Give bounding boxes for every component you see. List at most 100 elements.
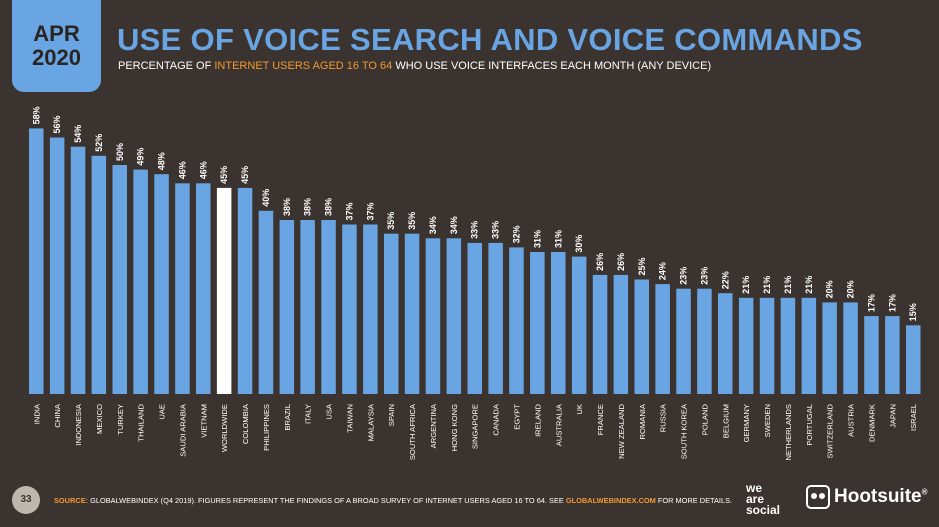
bar-philippines bbox=[258, 210, 274, 394]
bar-thailand bbox=[133, 169, 148, 394]
category-label: EGYPT bbox=[513, 404, 522, 430]
bar-poland bbox=[697, 288, 712, 394]
bar-brazil bbox=[279, 220, 295, 394]
bar-south-korea bbox=[676, 288, 691, 394]
value-label: 35% bbox=[386, 212, 396, 230]
bar-usa bbox=[321, 220, 336, 394]
value-label: 38% bbox=[282, 198, 292, 216]
bar-chart: 58% INDIA 56% CHINA 54% INDONESIA 52% MEXICO 50%… bbox=[29, 106, 921, 461]
source-end: FOR MORE DETAILS. bbox=[655, 496, 733, 505]
value-label: 37% bbox=[365, 202, 375, 220]
bar-russia bbox=[655, 284, 670, 394]
category-label: DENMARK bbox=[867, 404, 876, 442]
category-label: SOUTH AFRICA bbox=[408, 403, 417, 460]
category-label: SINGAPORE bbox=[471, 404, 480, 449]
category-label: BELGIUM bbox=[721, 404, 730, 438]
subtitle-post: WHO USE VOICE INTERFACES EACH MONTH (ANY… bbox=[392, 60, 712, 72]
category-label: WORLDWIDE bbox=[220, 404, 229, 452]
value-label: 17% bbox=[866, 294, 876, 312]
value-label: 20% bbox=[825, 280, 835, 298]
value-label: 40% bbox=[261, 189, 271, 207]
category-label: CANADA bbox=[492, 403, 501, 436]
category-label: MALAYSIA bbox=[366, 403, 375, 441]
bar-indonesia bbox=[70, 146, 86, 394]
bar-romania bbox=[634, 279, 649, 394]
bar-taiwan bbox=[342, 224, 357, 394]
we-are-social-logo: we are social bbox=[746, 482, 781, 517]
category-label: SWEDEN bbox=[763, 404, 772, 437]
bar-australia bbox=[551, 252, 566, 394]
category-label: ITALY bbox=[304, 404, 313, 424]
source-text: GLOBALWEBINDEX (Q4 2019). FIGURES REPRES… bbox=[88, 496, 566, 505]
bar-mexico bbox=[91, 155, 107, 394]
date-badge: APR 2020 bbox=[12, 0, 101, 92]
value-label: 21% bbox=[762, 276, 772, 294]
category-label: AUSTRIA bbox=[847, 403, 856, 437]
category-label: TURKEY bbox=[116, 404, 125, 435]
value-label: 32% bbox=[512, 225, 522, 243]
bar-worldwide bbox=[216, 187, 232, 394]
bar-france bbox=[592, 274, 608, 394]
value-label: 49% bbox=[136, 148, 146, 166]
source-label: SOURCE: bbox=[54, 496, 89, 505]
source-link[interactable]: GLOBALWEBINDEX.COM bbox=[565, 496, 656, 505]
value-label: 50% bbox=[115, 143, 125, 161]
category-label: ARGENTINA bbox=[429, 403, 438, 448]
category-label: UAE bbox=[158, 404, 167, 420]
subtitle-pre: PERCENTAGE OF bbox=[118, 60, 215, 72]
category-label: INDONESIA bbox=[74, 403, 83, 446]
bar-colombia bbox=[237, 187, 253, 394]
bar-ireland bbox=[530, 252, 545, 394]
category-label: TAIWAN bbox=[345, 404, 354, 433]
value-label: 56% bbox=[52, 115, 62, 133]
bar-israel bbox=[906, 325, 921, 394]
bar-hong-kong bbox=[446, 238, 462, 394]
page-number: 33 bbox=[12, 486, 40, 514]
bar-south-africa bbox=[404, 233, 420, 394]
value-label: 38% bbox=[303, 198, 313, 216]
value-label: 26% bbox=[595, 253, 605, 271]
category-label: ROMANIA bbox=[638, 403, 647, 439]
category-label: POLAND bbox=[700, 403, 709, 435]
hootsuite-wordmark: Hootsuite® bbox=[834, 486, 928, 508]
value-label: 48% bbox=[157, 152, 167, 170]
value-label: 23% bbox=[679, 267, 689, 285]
value-label: 15% bbox=[908, 303, 918, 321]
bar-netherlands bbox=[780, 297, 796, 394]
subtitle-highlight: INTERNET USERS AGED 16 TO 64 bbox=[214, 60, 393, 72]
category-label: THAILAND bbox=[137, 403, 146, 441]
category-label: COLOMBIA bbox=[241, 403, 250, 444]
value-label: 31% bbox=[532, 230, 542, 248]
value-label: 45% bbox=[240, 166, 250, 184]
category-label: RUSSIA bbox=[659, 403, 668, 432]
category-label: SOUTH KOREA bbox=[680, 403, 689, 459]
value-label: 33% bbox=[470, 221, 480, 239]
category-label: JAPAN bbox=[888, 404, 897, 428]
bar-austria bbox=[843, 302, 858, 394]
logo-line-3: social bbox=[746, 503, 781, 517]
bar-belgium bbox=[718, 293, 733, 394]
value-label: 17% bbox=[887, 294, 897, 312]
category-label: VIETNAM bbox=[199, 404, 208, 438]
bar-denmark bbox=[864, 316, 879, 394]
value-label: 58% bbox=[31, 106, 41, 124]
bar-italy bbox=[300, 220, 315, 394]
bar-argentina bbox=[425, 238, 441, 394]
category-label: INDIA bbox=[32, 403, 41, 424]
value-label: 34% bbox=[428, 216, 438, 234]
page-title: USE OF VOICE SEARCH AND VOICE COMMANDS bbox=[117, 22, 863, 57]
source-note: SOURCE: GLOBALWEBINDEX (Q4 2019). FIGURE… bbox=[54, 496, 732, 505]
value-label: 37% bbox=[344, 202, 354, 220]
category-label: IRELAND bbox=[533, 403, 542, 436]
category-label: FRANCE bbox=[596, 404, 605, 435]
value-label: 45% bbox=[219, 166, 229, 184]
bar-egypt bbox=[509, 247, 524, 394]
bar-switzerland bbox=[822, 302, 837, 394]
bar-singapore bbox=[467, 242, 482, 394]
value-label: 52% bbox=[94, 134, 104, 152]
value-label: 24% bbox=[658, 262, 668, 280]
bar-uk bbox=[571, 256, 587, 394]
category-label: ISRAEL bbox=[909, 404, 918, 431]
value-label: 54% bbox=[73, 125, 83, 143]
category-label: PORTUGAL bbox=[805, 404, 814, 446]
